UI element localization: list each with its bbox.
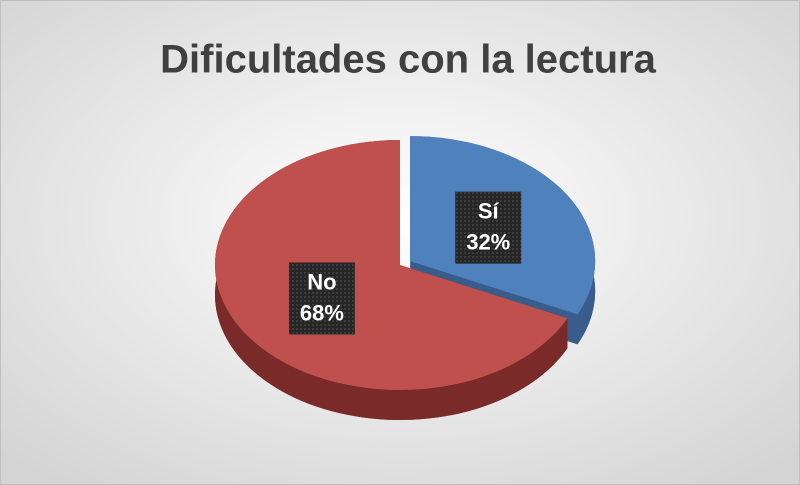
data-label-category: Sí (478, 198, 500, 223)
data-label-box (288, 262, 355, 335)
data-label-value: 68% (300, 300, 344, 325)
data-label-category: No (307, 269, 336, 294)
data-label-box (455, 191, 522, 264)
data-label-value: 32% (466, 229, 510, 254)
data-labels: Sí 32% No 68% (288, 191, 522, 335)
chart-title: Dificultades con la lectura (160, 38, 656, 82)
